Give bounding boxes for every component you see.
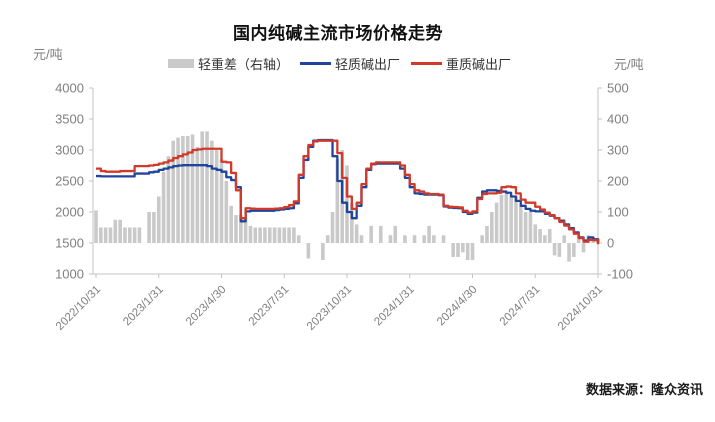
- red-line-swatch-icon: [411, 61, 443, 65]
- svg-text:2023/10/31: 2023/10/31: [305, 284, 354, 333]
- svg-text:1000: 1000: [55, 267, 84, 282]
- svg-text:100: 100: [607, 205, 629, 220]
- legend-item-diff: 轻重差（右轴）: [168, 54, 289, 73]
- svg-text:4000: 4000: [55, 81, 84, 96]
- svg-text:2023/4/30: 2023/4/30: [184, 284, 229, 329]
- legend-label-diff: 轻重差（右轴）: [198, 56, 290, 72]
- svg-text:-100: -100: [607, 267, 633, 282]
- svg-text:1500: 1500: [55, 236, 84, 251]
- svg-text:2023/7/31: 2023/7/31: [247, 284, 292, 329]
- svg-text:400: 400: [607, 112, 629, 127]
- legend-label-heavy-soda: 重质碱出厂: [446, 56, 512, 72]
- svg-text:300: 300: [607, 143, 629, 158]
- legend: 轻重差（右轴） 轻质碱出厂 重质碱出厂: [168, 54, 511, 73]
- legend-item-light-soda: 轻质碱出厂: [300, 54, 400, 73]
- svg-text:2022/10/31: 2022/10/31: [54, 284, 103, 333]
- svg-text:2023/1/31: 2023/1/31: [121, 284, 166, 329]
- svg-text:2024/1/31: 2024/1/31: [372, 284, 417, 329]
- svg-text:2000: 2000: [55, 205, 84, 220]
- data-source-note: 数据来源：隆众资讯: [585, 382, 703, 397]
- svg-text:3500: 3500: [55, 112, 84, 127]
- svg-text:200: 200: [607, 174, 629, 189]
- legend-item-heavy-soda: 重质碱出厂: [411, 54, 511, 73]
- bar-swatch-icon: [168, 58, 194, 68]
- right-axis-unit-label: 元/吨: [614, 57, 644, 72]
- left-axis-unit-label: 元/吨: [33, 47, 63, 62]
- chart-title: 国内纯碱主流市场价格走势: [233, 24, 443, 43]
- svg-text:2024/4/30: 2024/4/30: [435, 284, 480, 329]
- svg-text:2024/10/31: 2024/10/31: [556, 284, 605, 333]
- legend-label-light-soda: 轻质碱出厂: [335, 56, 401, 72]
- blue-line-swatch-icon: [300, 61, 332, 65]
- svg-text:0: 0: [607, 236, 614, 251]
- svg-text:2024/7/31: 2024/7/31: [498, 284, 543, 329]
- svg-text:2500: 2500: [55, 174, 84, 189]
- svg-text:500: 500: [607, 81, 629, 96]
- svg-text:3000: 3000: [55, 143, 84, 158]
